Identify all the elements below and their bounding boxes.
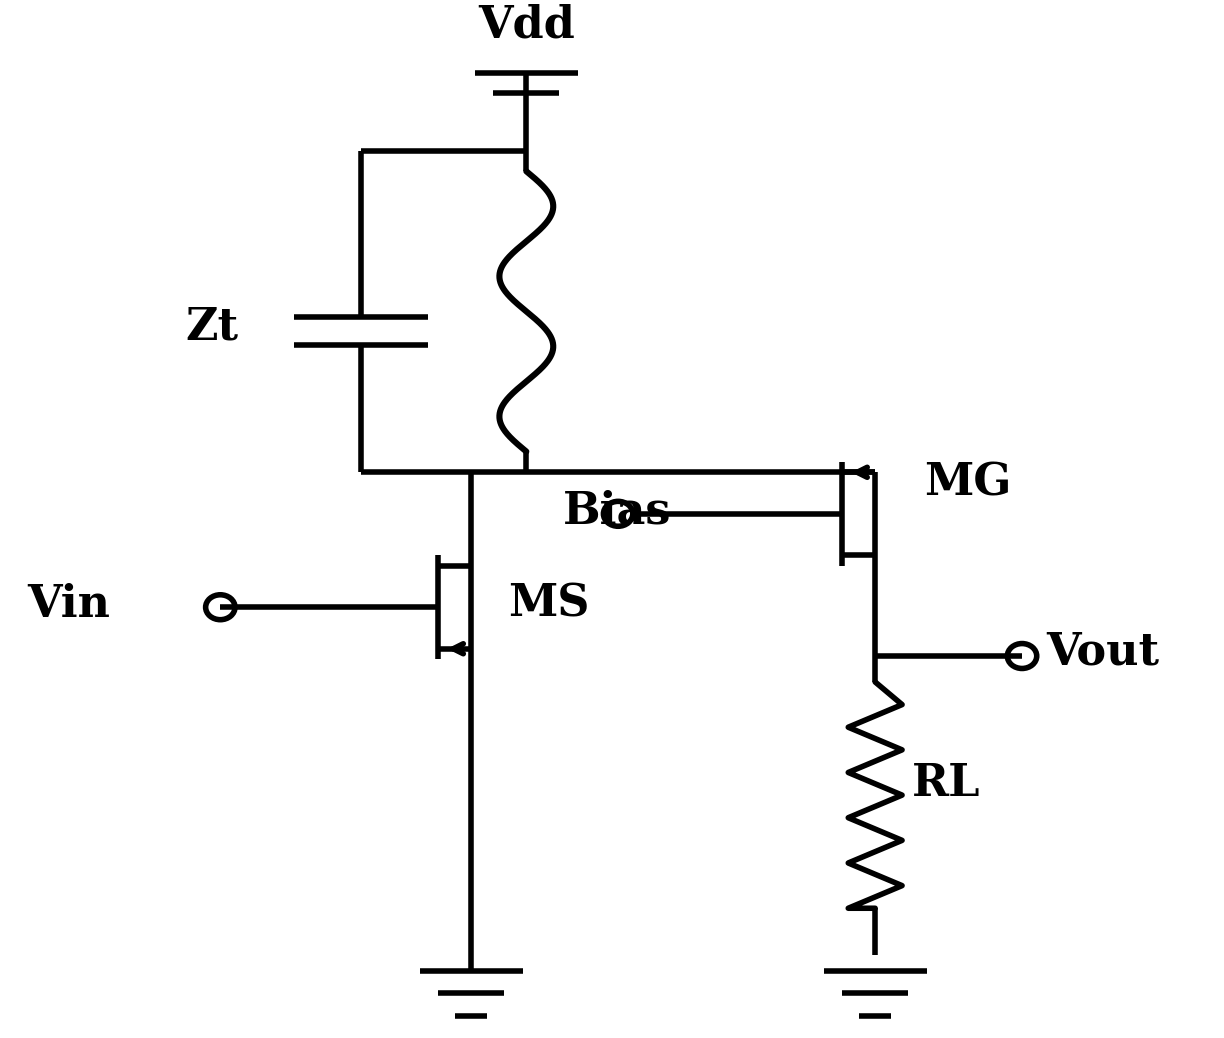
Text: Zt: Zt xyxy=(186,305,239,349)
Text: Vout: Vout xyxy=(1047,630,1159,674)
Text: Vdd: Vdd xyxy=(477,4,575,47)
Text: Bias: Bias xyxy=(563,489,672,532)
Text: MG: MG xyxy=(924,461,1011,504)
Text: RL: RL xyxy=(912,762,980,805)
Text: MS: MS xyxy=(508,582,589,626)
Text: Vin: Vin xyxy=(27,582,110,626)
